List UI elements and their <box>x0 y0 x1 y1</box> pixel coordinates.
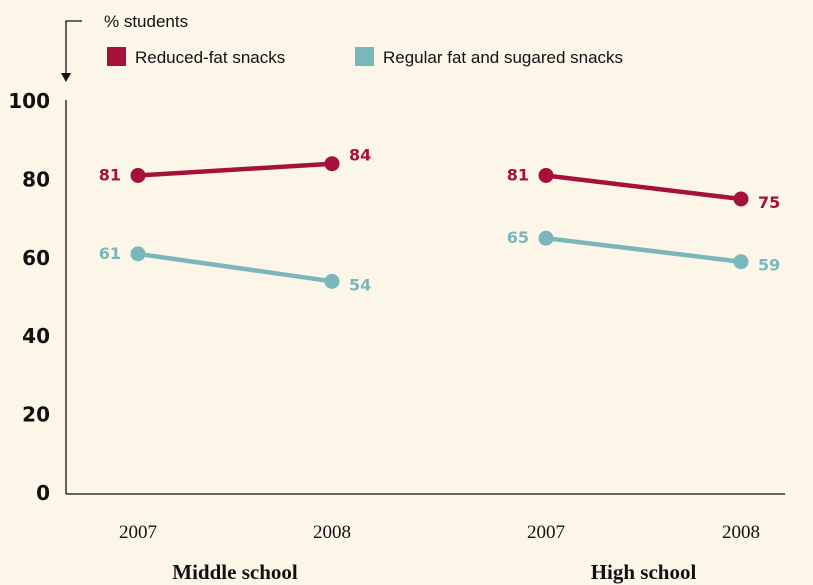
series-line-regular-fat-middle-school <box>135 251 335 284</box>
y-unit-label: % students <box>104 12 188 31</box>
data-point-reduced-fat-high-school-2007 <box>538 167 554 183</box>
legend-label-regular-fat: Regular fat and sugared snacks <box>383 48 623 67</box>
data-point-regular-fat-high-school-2007 <box>538 230 554 246</box>
data-point-reduced-fat-high-school-2008 <box>733 191 749 207</box>
data-point-regular-fat-middle-school-2008 <box>324 273 340 289</box>
data-label-regular-fat-middle-school-2007: 61 <box>99 244 121 263</box>
y-tick-label-60: 60 <box>22 246 50 270</box>
data-label-regular-fat-high-school-2008: 59 <box>758 256 780 275</box>
legend-label-reduced-fat: Reduced-fat snacks <box>135 48 285 67</box>
x-tick-label-high-school-2007: 2007 <box>527 522 565 543</box>
series-line-regular-fat-high-school <box>543 235 744 264</box>
data-label-reduced-fat-high-school-2008: 75 <box>758 193 780 212</box>
unit-leader-arrowhead <box>61 73 71 82</box>
data-label-regular-fat-high-school-2007: 65 <box>507 228 529 247</box>
legend-swatch-regular-fat <box>355 47 374 66</box>
group-label-middle-school: Middle school <box>172 560 298 584</box>
group-label-high-school: High school <box>591 560 697 584</box>
x-tick-label-middle-school-2007: 2007 <box>119 522 157 543</box>
x-tick-label-middle-school-2008: 2008 <box>313 522 351 543</box>
y-tick-label-100: 100 <box>8 89 50 113</box>
unit-leader-line <box>65 20 82 73</box>
series-line-reduced-fat-high-school <box>543 173 744 202</box>
x-tick-label-high-school-2008: 2008 <box>722 522 760 543</box>
data-point-reduced-fat-middle-school-2007 <box>130 167 146 183</box>
data-label-reduced-fat-middle-school-2007: 81 <box>99 165 121 184</box>
data-label-reduced-fat-middle-school-2008: 84 <box>349 146 371 165</box>
data-point-regular-fat-high-school-2008 <box>733 254 749 270</box>
y-tick-label-80: 80 <box>22 167 50 191</box>
data-label-regular-fat-middle-school-2008: 54 <box>349 275 371 294</box>
y-tick-label-40: 40 <box>22 324 50 348</box>
data-point-reduced-fat-middle-school-2008 <box>324 156 340 172</box>
data-label-reduced-fat-high-school-2007: 81 <box>507 165 529 184</box>
y-tick-label-20: 20 <box>22 403 50 427</box>
y-tick-label-0: 0 <box>36 481 50 505</box>
series-line-reduced-fat-middle-school <box>135 161 335 178</box>
legend-swatch-reduced-fat <box>107 47 126 66</box>
data-point-regular-fat-middle-school-2007 <box>130 246 146 262</box>
